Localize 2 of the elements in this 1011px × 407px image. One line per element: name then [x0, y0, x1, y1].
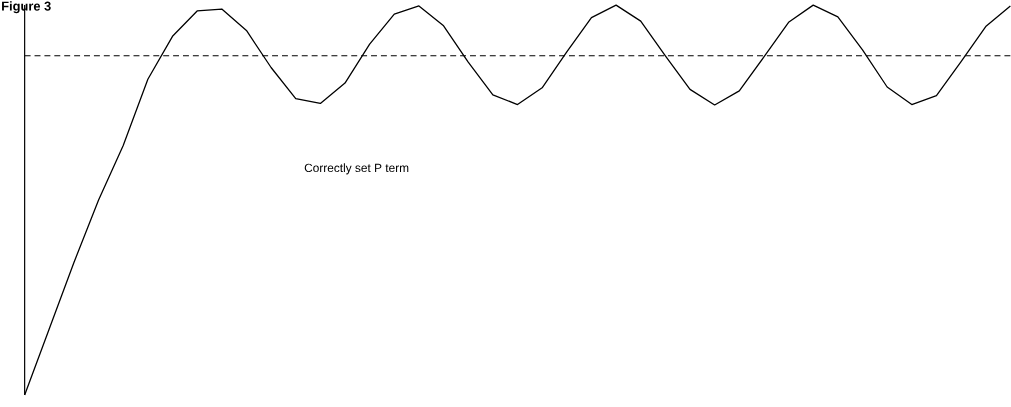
- chart-title: Figure 3: [2, 1, 51, 14]
- annotation: Correctly set P term: [304, 163, 409, 175]
